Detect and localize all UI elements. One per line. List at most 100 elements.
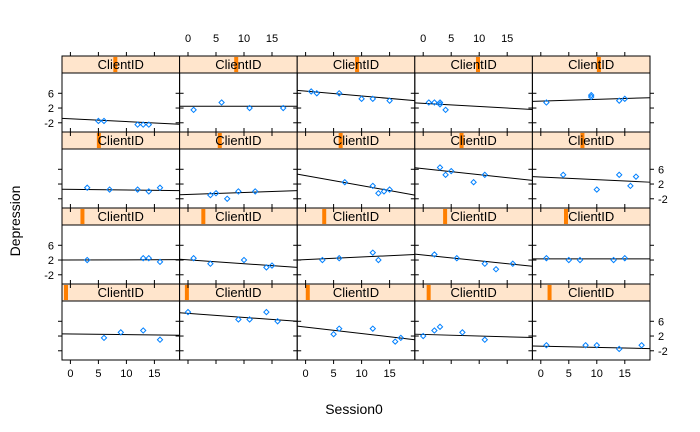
x-axis-label: Session0: [325, 401, 383, 417]
data-point: [106, 186, 113, 193]
data-point: [565, 256, 573, 264]
strip-level-marker: [596, 57, 601, 72]
strip-label: ClientID: [333, 57, 379, 72]
data-point: [436, 99, 444, 106]
strip-label: ClientID: [215, 133, 261, 148]
panel: ClientID: [293, 52, 419, 136]
panel-frame: [179, 148, 298, 209]
data-point: [156, 184, 164, 192]
data-point: [615, 97, 623, 104]
strip-level-marker: [426, 285, 431, 300]
strip-level-marker: [563, 209, 568, 224]
strip-label: ClientID: [450, 133, 496, 148]
panels-layer: ClientID ClientID ClientID ClientID ClientID…: [58, 52, 654, 364]
x-tick-label-top: 10: [238, 33, 250, 45]
strip-level-marker: [305, 285, 310, 300]
panel: ClientID: [528, 280, 654, 364]
y-tick-label-left: 6: [48, 240, 54, 252]
strip-level-marker: [322, 209, 327, 224]
data-point: [145, 188, 153, 195]
strip-label: ClientID: [450, 285, 496, 300]
data-point: [621, 254, 629, 262]
panel: ClientID: [293, 280, 419, 364]
data-point: [397, 334, 405, 342]
panel: ClientID: [58, 204, 184, 288]
fit-line: [414, 333, 533, 339]
strip-label: ClientID: [98, 133, 144, 148]
x-tick-label-bottom: 15: [148, 368, 160, 380]
data-point: [391, 338, 399, 345]
panel-frame: [296, 300, 416, 361]
strip-level-marker: [355, 57, 360, 72]
strip-label: ClientID: [215, 209, 261, 224]
x-tick-label-top: 15: [501, 33, 513, 45]
data-point: [313, 89, 321, 97]
data-point: [190, 254, 197, 262]
data-point: [139, 121, 147, 128]
data-point: [218, 99, 225, 106]
panel: ClientID: [58, 128, 184, 212]
data-point: [145, 121, 153, 128]
data-point: [190, 106, 197, 114]
strip-label: ClientID: [568, 57, 614, 72]
x-tick-label-bottom: 10: [355, 368, 367, 380]
data-point: [559, 171, 567, 179]
x-tick-label-bottom: 0: [538, 368, 544, 380]
data-point: [156, 336, 164, 344]
data-point: [621, 95, 629, 103]
panel-frame: [296, 148, 416, 209]
panel-frame: [531, 224, 651, 285]
data-point: [638, 341, 645, 349]
data-point: [369, 249, 377, 256]
panel-frame: [296, 72, 416, 133]
data-point: [615, 171, 623, 179]
y-tick-label-right: 2: [658, 331, 664, 343]
data-point: [380, 188, 388, 195]
data-point: [263, 264, 270, 271]
panel-frame: [531, 300, 651, 361]
data-point: [335, 325, 343, 332]
fit-line: [532, 345, 651, 350]
data-point: [319, 256, 326, 264]
strip-label: ClientID: [215, 57, 261, 72]
data-point: [369, 182, 377, 190]
x-tick-label-bottom: 5: [331, 368, 337, 380]
data-point: [593, 341, 601, 349]
strip-level-marker: [64, 285, 68, 300]
data-point: [369, 95, 377, 103]
y-tick-label-right: 6: [658, 316, 664, 328]
fit-line: [414, 253, 533, 267]
data-point: [386, 186, 393, 193]
strip-level-marker: [475, 57, 480, 72]
strip-label: ClientID: [98, 209, 144, 224]
fit-line: [297, 325, 415, 341]
data-point: [436, 101, 444, 108]
strip-label: ClientID: [215, 285, 261, 300]
data-point: [543, 341, 550, 349]
panel: ClientID: [175, 280, 302, 364]
panel: ClientID: [410, 52, 537, 136]
data-point: [212, 189, 220, 197]
panel: ClientID: [175, 204, 302, 288]
fit-line: [61, 188, 180, 192]
data-point: [543, 99, 550, 106]
data-point: [615, 345, 623, 353]
data-point: [543, 254, 550, 262]
data-point: [492, 265, 500, 273]
data-point: [386, 97, 393, 104]
data-point: [481, 336, 489, 344]
data-point: [251, 188, 259, 195]
data-point: [95, 117, 102, 125]
data-point: [240, 256, 248, 264]
panel: ClientID: [58, 52, 184, 136]
data-point: [593, 186, 601, 193]
x-tick-label-bottom: 5: [566, 368, 572, 380]
panel: ClientID: [528, 128, 654, 212]
fit-line: [297, 89, 415, 102]
data-point: [223, 195, 231, 203]
strip-level-marker: [96, 133, 101, 148]
panel-frame: [531, 148, 651, 209]
panel: ClientID: [293, 128, 419, 212]
data-point: [335, 89, 343, 97]
data-point: [576, 256, 584, 264]
